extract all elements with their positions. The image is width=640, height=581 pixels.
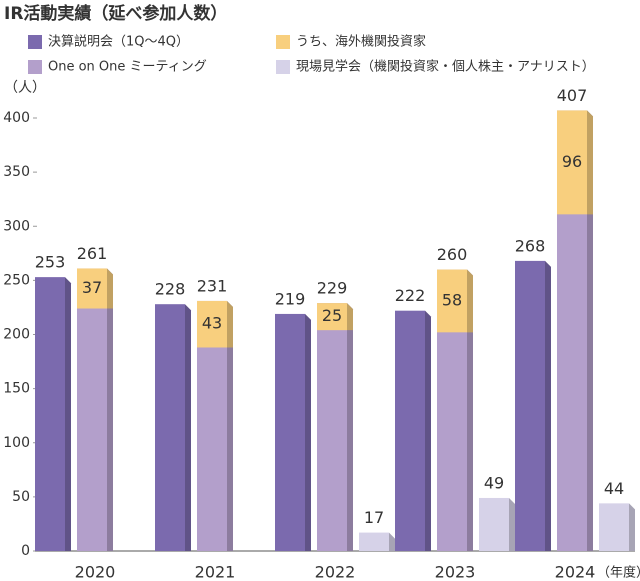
bar <box>515 260 545 551</box>
y-tick-label: 100 <box>3 435 30 451</box>
y-tick-label: 300 <box>3 218 30 234</box>
bar-side <box>587 110 593 552</box>
bar-side <box>185 304 191 551</box>
bar <box>317 303 347 551</box>
value-label: 37 <box>82 278 102 297</box>
legend-label: うち、海外機関投資家 <box>296 34 426 50</box>
value-label: 407 <box>557 86 588 105</box>
x-tick-label: 2024 <box>555 563 596 581</box>
value-label: 222 <box>395 286 426 305</box>
bar-side <box>227 300 233 551</box>
bar <box>155 304 185 551</box>
x-tick-label: 2022 <box>315 563 356 581</box>
value-label: 58 <box>442 290 462 309</box>
value-label: 253 <box>35 253 66 272</box>
bar <box>275 313 305 551</box>
bar <box>479 497 509 551</box>
value-label: 268 <box>515 236 546 255</box>
x-tick-label: 2020 <box>75 563 116 581</box>
bar-side <box>587 110 593 215</box>
bar-side <box>107 268 113 309</box>
value-label: 228 <box>155 280 186 299</box>
bar <box>317 303 347 331</box>
y-tick-label: 200 <box>3 327 30 343</box>
bar <box>77 268 107 309</box>
y-tick-label: 0 <box>21 543 30 559</box>
bar-side <box>389 532 395 551</box>
legend-swatch <box>28 35 42 49</box>
bar-side <box>305 313 311 551</box>
value-label: 44 <box>604 479 624 498</box>
bar-side <box>107 268 113 551</box>
chart-title: IR活動実績（延べ参加人数） <box>4 3 227 24</box>
bar-side <box>425 310 431 551</box>
x-tick-label: 2021 <box>195 563 236 581</box>
bar-side <box>347 303 353 331</box>
bar <box>77 268 107 551</box>
y-tick-label: 400 <box>3 110 30 126</box>
bar <box>599 503 629 551</box>
value-label: 229 <box>317 279 348 298</box>
y-axis-label: （人） <box>4 80 46 96</box>
bar <box>395 310 425 551</box>
bar <box>557 110 587 215</box>
bar <box>359 532 389 551</box>
legend-swatch <box>276 35 290 49</box>
value-label: 49 <box>484 473 504 492</box>
bar-side <box>467 269 473 333</box>
legend-label: One on One ミーティング <box>48 60 207 75</box>
bar <box>35 277 65 551</box>
value-label: 96 <box>562 152 582 171</box>
value-label: 231 <box>197 276 228 295</box>
bar-side <box>629 503 635 551</box>
bar-side <box>65 277 71 551</box>
y-tick-label: 150 <box>3 381 30 397</box>
bar <box>197 300 227 348</box>
bar-side <box>509 497 515 551</box>
bar-side <box>347 303 353 551</box>
value-label: 219 <box>275 289 306 308</box>
value-label: 17 <box>364 508 384 527</box>
y-tick-label: 250 <box>3 272 30 288</box>
value-label: 43 <box>202 314 222 333</box>
bar <box>437 269 467 333</box>
bar-side <box>545 260 551 551</box>
value-label: 260 <box>437 245 468 264</box>
y-tick-label: 50 <box>12 489 30 505</box>
legend-label: 決算説明会（1Q～4Q） <box>48 34 189 50</box>
x-axis-label: （年度） <box>597 565 640 581</box>
value-label: 261 <box>77 244 108 263</box>
bar-side <box>467 269 473 551</box>
value-label: 25 <box>322 306 342 325</box>
bar-side <box>227 300 233 348</box>
legend-label: 現場見学会（機関投資家・個人株主・アナリスト） <box>296 59 595 75</box>
legend-swatch <box>276 60 290 74</box>
x-tick-label: 2023 <box>435 563 476 581</box>
legend-swatch <box>28 60 42 74</box>
y-tick-label: 350 <box>3 164 30 180</box>
